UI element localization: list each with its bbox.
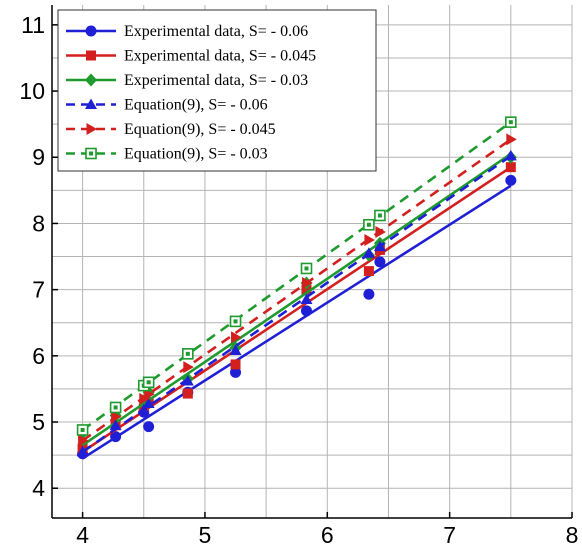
series-6-point [76,424,89,436]
legend-marker [85,25,97,37]
series-5-point [301,277,313,290]
series-1-line [81,184,512,460]
series-4-point [362,247,375,258]
series-5-point [506,133,517,146]
y-tick-label: 4 [32,475,45,501]
y-tick-label: 11 [21,12,45,38]
series-4-point [373,240,386,252]
series-5 [78,133,517,447]
series-2-line [81,166,512,453]
legend-marker [85,73,97,87]
y-tick-label: 5 [32,409,45,435]
legend-entry: Equation(9), S= - 0.06 [66,97,268,114]
legend-entry: Experimental data, S= - 0.045 [66,48,316,65]
legend-marker [85,147,97,160]
series-4-line [81,154,512,453]
series-6-point [363,218,375,231]
series-4-point [181,374,194,386]
series-1-point [230,366,242,378]
x-tick-label: 7 [443,522,456,548]
series-1-point [300,305,312,317]
legend-marker [86,50,96,61]
series-4-point [76,445,89,457]
series-3-line [81,152,512,447]
series-6-point [142,376,155,389]
series-4-point [137,404,150,415]
legend-label: Experimental data, S= - 0.06 [124,23,308,40]
series-6-point [374,209,386,222]
y-tick-label: 10 [19,78,45,104]
series-layer [76,116,517,460]
series-1-point [143,421,155,433]
series-4-point [109,419,122,430]
legend-label: Experimental data, S= - 0.045 [124,48,316,65]
series-1 [77,174,517,460]
series-5-point [375,226,386,239]
series-5-point [183,361,194,374]
series-4-point [229,344,242,356]
series-6-point [505,116,517,128]
series-5-line [81,138,512,442]
series-1-point [110,431,122,443]
series-4-point [504,149,517,161]
legend-entry: Experimental data, S= - 0.03 [66,72,308,89]
x-tick-label: 6 [321,522,334,548]
series-4-point [142,397,155,408]
series-6-point [229,315,242,328]
legend-entry: Equation(9), S= - 0.03 [66,146,268,163]
series-2-point [182,388,193,399]
series-2-point [363,266,374,277]
y-tick-label: 9 [32,144,45,170]
series-6-point [300,262,313,275]
series-4 [76,149,517,457]
legend: Experimental data, S= - 0.06 Experimental… [57,9,377,172]
legend-label: Equation(9), S= - 0.03 [124,146,268,163]
x-tick-label: 5 [199,522,212,548]
series-5-point [111,410,122,423]
legend-label: Equation(9), S= - 0.045 [124,121,276,138]
series-6-point [182,348,194,360]
series-6 [76,116,517,436]
series-1-point [374,256,386,268]
legend-entry: Experimental data, S= - 0.06 [66,23,308,40]
y-tick-label: 6 [32,343,45,369]
y-tick-label: 8 [32,210,45,236]
axes: 4 5 6 7 8 4 5 6 7 8 9 10 11 [19,5,578,548]
x-tick-label: 8 [566,522,579,548]
series-4-point [300,293,313,305]
legend-entry: Equation(9), S= - 0.045 [66,121,276,138]
legend-box [57,9,377,172]
y-tick-label: 7 [32,277,45,303]
series-1-point [363,288,375,300]
series-2-point [301,284,312,295]
series-2-point [230,359,241,370]
series-5-point [364,233,375,246]
series-2-point [505,162,516,173]
series-6-point [109,401,122,414]
series-1-point [505,174,517,186]
legend-marker [85,98,97,109]
legend-label: Experimental data, S= - 0.03 [124,72,308,89]
legend-label: Equation(9), S= - 0.06 [124,97,268,114]
legend-marker [86,123,97,135]
series-5-point [78,434,89,447]
x-tick-label: 4 [76,522,89,548]
series-5-point [231,331,242,344]
